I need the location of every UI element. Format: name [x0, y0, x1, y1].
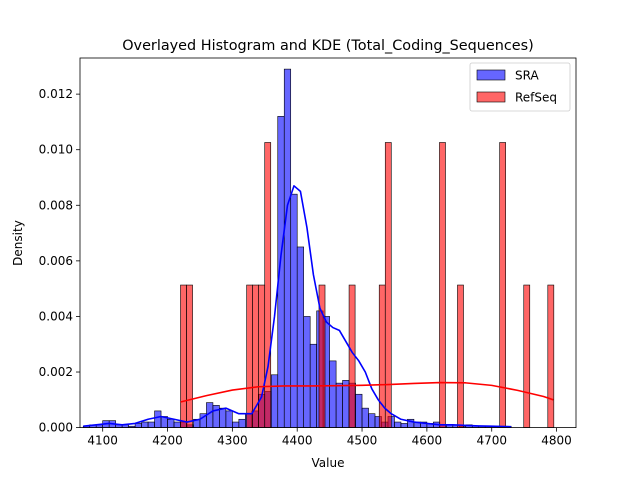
chart-title: Overlayed Histogram and KDE (Total_Codin…: [122, 38, 534, 54]
y-tick-label: 0.006: [39, 254, 73, 268]
sra-bar: [283, 68, 292, 428]
sra-bar: [212, 405, 220, 428]
x-tick-label: 4800: [541, 434, 572, 448]
sra-bar: [355, 393, 363, 428]
refseq-bar: [499, 142, 506, 428]
y-tick-label: 0.010: [39, 143, 73, 157]
x-tick-label: 4400: [282, 434, 313, 448]
sra-bar: [329, 360, 337, 428]
x-tick-label: 4200: [152, 434, 183, 448]
legend: SRA RefSeq: [469, 62, 571, 112]
sra-bar: [361, 407, 369, 428]
sra-bar: [303, 316, 311, 428]
refseq-bar: [439, 142, 446, 428]
sra-bar: [154, 410, 162, 428]
refseq-bar: [186, 284, 193, 428]
x-tick-label: 4300: [217, 434, 248, 448]
sra-bar: [270, 374, 279, 428]
legend-swatch-sra: [476, 69, 506, 81]
x-tick-label: 4500: [347, 434, 378, 448]
x-tick-label: 4700: [476, 434, 507, 448]
y-axis: 0.000 0.002 0.004 0.006 0.008 0.010 0.012: [39, 87, 80, 435]
legend-swatch-refseq: [476, 91, 506, 103]
sra-bar: [400, 423, 408, 428]
sra-bar: [219, 407, 227, 428]
refseq-bar: [258, 284, 266, 428]
refseq-bar: [180, 284, 187, 428]
sra-bar: [342, 380, 350, 428]
sra-bar: [238, 418, 246, 428]
x-axis: 4100 4200 4300 4400 4500 4600 4700 4800: [87, 427, 572, 448]
sra-bar: [167, 418, 175, 428]
sra-bar: [394, 421, 402, 428]
y-tick-label: 0.008: [39, 198, 73, 212]
x-tick-label: 4100: [87, 434, 118, 448]
refseq-bar: [457, 284, 464, 428]
sra-kde-line: [83, 185, 512, 428]
sra-bar: [141, 421, 149, 428]
plot-frame: [79, 57, 577, 429]
sra-bar: [296, 246, 304, 428]
refseq-bar: [348, 284, 356, 428]
refseq-bar: [246, 284, 253, 428]
refseq-bar: [264, 142, 272, 428]
sra-bar: [335, 382, 343, 428]
y-axis-label: Density: [11, 220, 25, 266]
y-tick-label: 0.004: [39, 309, 73, 323]
sra-bar: [290, 193, 298, 428]
x-axis-label: Value: [312, 456, 345, 470]
sra-bar: [173, 421, 181, 428]
legend-label-sra: SRA: [515, 69, 539, 83]
y-tick-label: 0.000: [39, 421, 73, 435]
y-tick-label: 0.002: [39, 365, 73, 379]
refseq-bar: [547, 284, 555, 428]
plot-kde-curves: [83, 185, 554, 428]
sra-bar: [232, 421, 240, 428]
refseq-bar: [523, 284, 531, 428]
x-tick-label: 4600: [412, 434, 443, 448]
sra-bar: [147, 421, 155, 428]
refseq-kde-line: [180, 381, 554, 403]
sra-bar: [134, 423, 142, 428]
y-tick-label: 0.012: [39, 87, 73, 101]
sra-bar: [225, 410, 233, 428]
legend-label-refseq: RefSeq: [515, 91, 557, 105]
sra-bar: [368, 413, 376, 428]
